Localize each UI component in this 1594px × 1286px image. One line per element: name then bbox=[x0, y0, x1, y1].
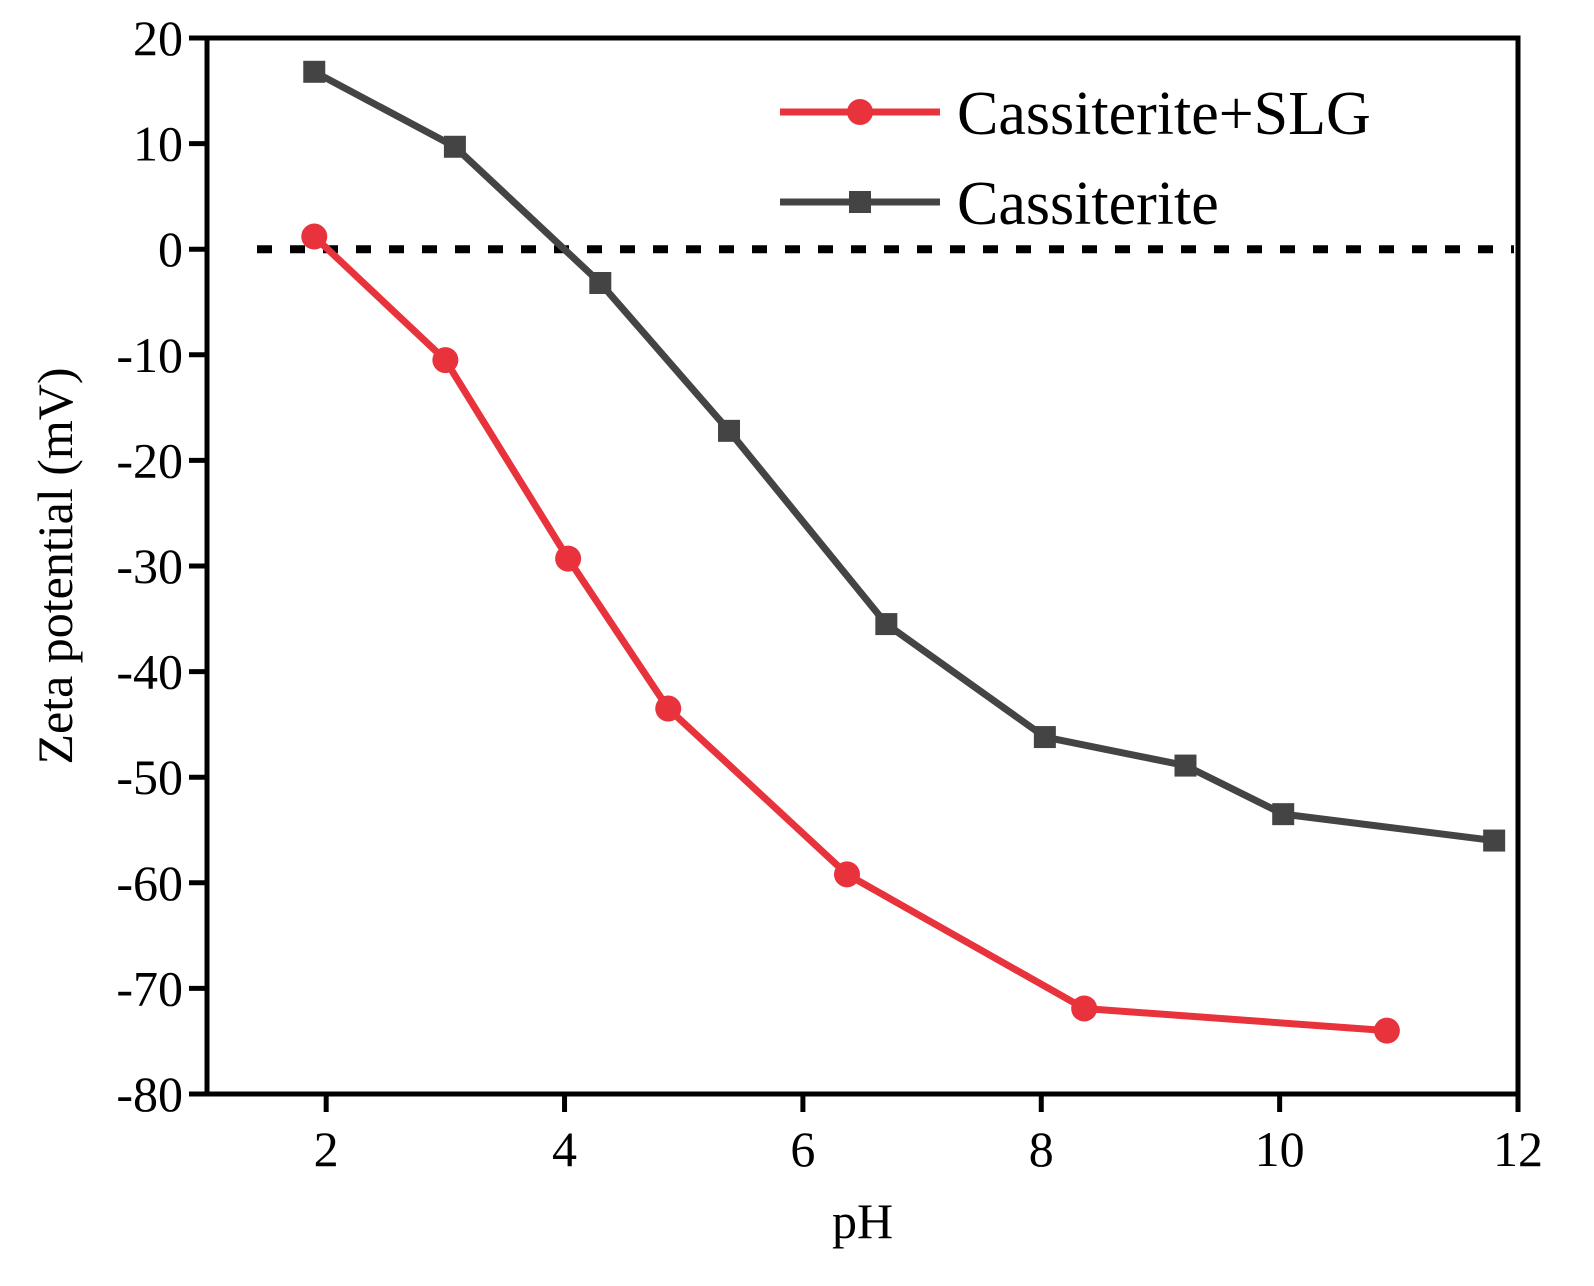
y-axis-title: Zeta potential (mV) bbox=[27, 367, 83, 764]
y-tick-label-20: 20 bbox=[133, 10, 183, 66]
legend-item: Cassiterite bbox=[780, 170, 1219, 238]
data-point bbox=[443, 135, 466, 158]
legend-marker bbox=[847, 99, 873, 125]
data-point bbox=[301, 223, 328, 250]
y-tick-label--30: -30 bbox=[116, 538, 183, 594]
data-point bbox=[718, 419, 741, 442]
data-point bbox=[1272, 803, 1295, 826]
series-line bbox=[312, 68, 1495, 845]
legend-marker bbox=[849, 191, 871, 213]
y-tick-label-0: 0 bbox=[158, 221, 183, 277]
x-tick-label-6: 6 bbox=[790, 1121, 815, 1177]
axis-layer: 2 4 6 8 10 12 20 10 0 -10 -20 -30 -40 -50 -60 -70 -80 pH Z… bbox=[27, 10, 1543, 1249]
data-point bbox=[1373, 1017, 1400, 1044]
series-cassiterite bbox=[303, 60, 1506, 852]
series-line bbox=[311, 233, 1388, 1035]
x-tick-label-8: 8 bbox=[1029, 1121, 1054, 1177]
y-tick-label--40: -40 bbox=[116, 644, 183, 700]
legend-label: Cassiterite+SLG bbox=[957, 80, 1371, 148]
data-point bbox=[555, 545, 582, 572]
data-point bbox=[589, 271, 612, 294]
data-point bbox=[303, 60, 326, 83]
series-cassiterite-slg bbox=[301, 223, 1400, 1044]
x-tick-label-12: 12 bbox=[1493, 1121, 1543, 1177]
data-point bbox=[432, 347, 459, 374]
y-tick-label--70: -70 bbox=[116, 960, 183, 1016]
y-tick-label--60: -60 bbox=[116, 855, 183, 911]
series-layer bbox=[301, 60, 1506, 1044]
x-tick-label-4: 4 bbox=[552, 1121, 577, 1177]
data-point bbox=[655, 695, 682, 722]
y-tick-label--20: -20 bbox=[116, 432, 183, 488]
data-point bbox=[1033, 726, 1056, 749]
legend-item: Cassiterite+SLG bbox=[780, 80, 1371, 148]
x-axis-title: pH bbox=[832, 1193, 893, 1249]
y-tick-label-10: 10 bbox=[133, 116, 183, 172]
legend-label: Cassiterite bbox=[957, 170, 1219, 238]
data-point bbox=[1483, 829, 1506, 852]
x-tick-label-2: 2 bbox=[314, 1121, 339, 1177]
x-tick-label-10: 10 bbox=[1255, 1121, 1305, 1177]
data-point bbox=[875, 613, 898, 636]
y-tick-label--80: -80 bbox=[116, 1066, 183, 1122]
y-tick-label--10: -10 bbox=[116, 327, 183, 383]
data-point bbox=[1071, 995, 1098, 1022]
legend: Cassiterite+SLG Cassiterite bbox=[780, 80, 1371, 238]
data-point bbox=[834, 861, 861, 888]
data-point bbox=[1174, 754, 1197, 777]
y-tick-label--50: -50 bbox=[116, 749, 183, 805]
